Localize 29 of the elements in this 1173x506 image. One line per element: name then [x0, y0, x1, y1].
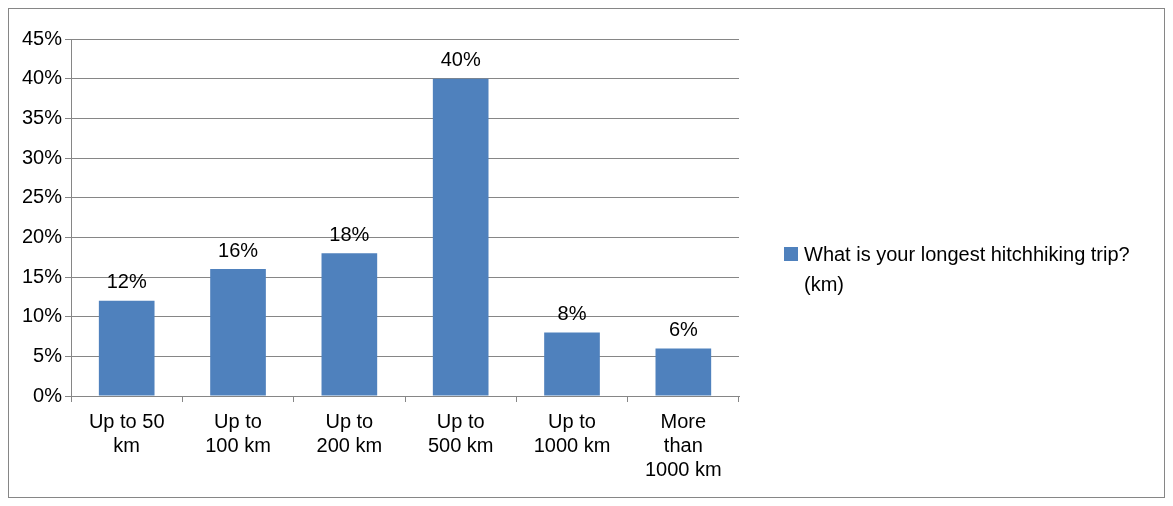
data-label: 40% — [440, 48, 481, 71]
x-tick-label: Up to 500 km — [427, 409, 494, 456]
x-tick-label: Up to 200 km — [316, 409, 383, 456]
bar — [544, 332, 600, 396]
data-label: 6% — [668, 317, 699, 340]
y-tick-label: 35% — [22, 105, 63, 128]
data-label: 18% — [329, 222, 370, 245]
x-tick-label: Up to 100 km — [205, 409, 271, 456]
y-tick-label: 10% — [22, 304, 63, 327]
data-label: 16% — [218, 238, 259, 261]
y-tick-label: 20% — [22, 224, 63, 247]
data-label: 8% — [557, 302, 587, 325]
bar — [432, 78, 489, 396]
bar — [655, 348, 712, 396]
x-tick-label: Up to 50 km — [88, 409, 165, 456]
bar — [210, 269, 266, 396]
y-tick-label: 0% — [33, 383, 63, 406]
legend-label: What is your longest hitchhiking trip? (km) — [804, 242, 1131, 297]
y-tick-label: 15% — [22, 264, 63, 287]
y-tick-label: 40% — [22, 66, 63, 89]
y-tick-label: 5% — [33, 343, 63, 366]
y-tick-label: 25% — [22, 185, 63, 208]
bar — [321, 253, 378, 396]
data-label: 12% — [106, 270, 147, 293]
y-tick-label: 45% — [22, 26, 63, 49]
bar — [98, 300, 155, 396]
x-tick-label: More than 1000 km — [644, 409, 722, 480]
y-tick-label: 30% — [22, 145, 63, 168]
x-tick-label: Up to 1000 km — [533, 409, 611, 456]
